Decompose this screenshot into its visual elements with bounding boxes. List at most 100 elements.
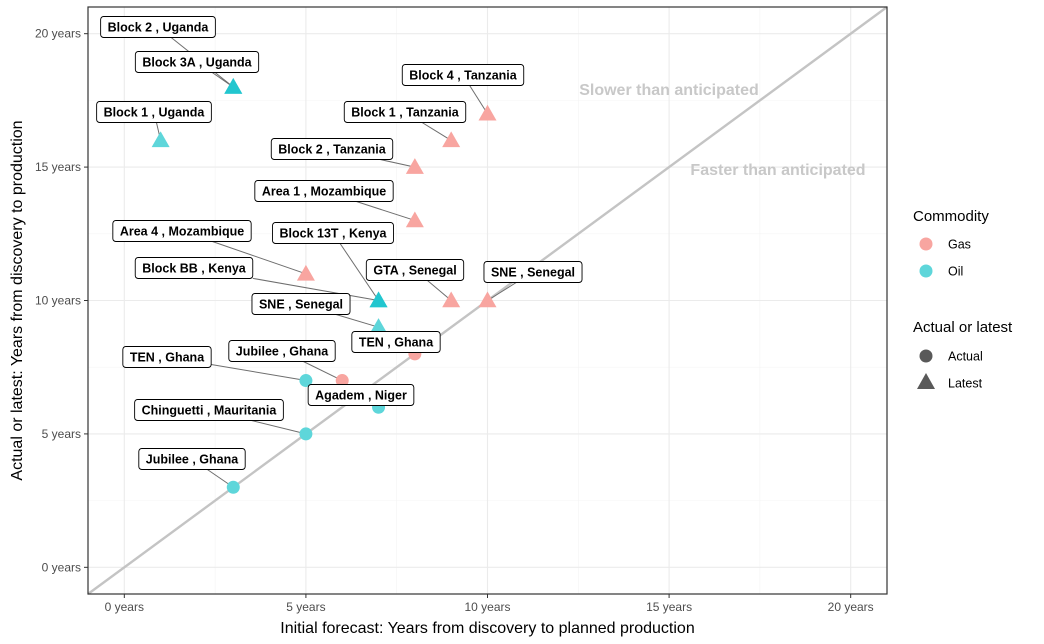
y-tick-label: 15 years [35, 160, 81, 174]
x-tick-label: 15 years [646, 600, 692, 614]
axis-ticks: 0 years 5 years 10 years 15 years 20 years 0 … [35, 27, 874, 614]
point-labels: Block 2 , Uganda Block 3A , Uganda Block 1… [96, 16, 583, 470]
data-points [151, 78, 497, 494]
data-point-circle [226, 480, 240, 494]
data-point-triangle [405, 211, 424, 228]
legend-actual-label: Actual [948, 350, 983, 364]
point-label: Block 1 , Uganda [96, 101, 212, 123]
point-label-box [254, 180, 394, 202]
point-label-text: Block 2 , Tanzania [278, 143, 386, 157]
label-leader-line [303, 361, 343, 381]
x-tick-label: 10 years [464, 600, 510, 614]
point-label: Block 4 , Tanzania [401, 64, 525, 86]
point-label-box [365, 259, 465, 281]
point-label: TEN , Ghana [351, 331, 441, 353]
point-label: SNE , Senegal [483, 261, 583, 283]
legend-title-commodity: Commodity [913, 208, 989, 225]
point-label-box [100, 16, 216, 38]
point-label-text: TEN , Ghana [359, 336, 434, 350]
point-label-text: Block 1 , Tanzania [351, 106, 459, 120]
legend-latest-swatch [917, 373, 935, 389]
label-leader-line [356, 201, 416, 221]
x-tick-label: 0 years [105, 600, 144, 614]
legend-gas-swatch [919, 237, 933, 251]
label-leader-line [211, 363, 306, 382]
point-label-text: Agadem , Niger [315, 389, 407, 403]
data-point-circle [299, 427, 313, 441]
data-point-triangle [478, 104, 497, 121]
data-point-triangle [369, 318, 388, 334]
point-label: Block 13T , Kenya [272, 222, 394, 244]
point-label-box [251, 293, 351, 315]
point-label-box [112, 220, 252, 242]
data-point-triangle [369, 291, 388, 308]
point-label-box [228, 340, 336, 362]
y-tick-label: 0 years [42, 560, 81, 574]
point-label-text: Block 2 , Uganda [108, 21, 210, 35]
y-tick-label: 5 years [42, 427, 81, 441]
x-axis-title: Initial forecast: Years from discovery t… [280, 620, 694, 637]
data-point-triangle [478, 291, 497, 308]
legend-gas-label: Gas [948, 238, 971, 252]
data-point-triangle [224, 78, 243, 94]
point-label-box [401, 64, 525, 86]
data-point-triangle [405, 158, 424, 174]
point-label-box [272, 222, 394, 244]
point-label: GTA , Senegal [365, 259, 465, 281]
point-label: Jubilee , Ghana [228, 340, 336, 362]
label-leader-line [335, 314, 379, 328]
point-label: Block 2 , Uganda [100, 16, 216, 38]
data-point-triangle [442, 291, 461, 308]
data-point-triangle [296, 264, 315, 281]
label-leader-line [252, 277, 379, 301]
label-leader-line [487, 282, 517, 301]
point-label-text: Block 13T , Kenya [280, 227, 388, 241]
data-point-circle [299, 374, 313, 388]
point-label-box [270, 138, 394, 160]
legend-oil-swatch [919, 264, 933, 278]
point-label-text: Chinguetti , Mauritania [142, 404, 278, 418]
point-label-text: Block 1 , Uganda [104, 106, 206, 120]
point-label: Area 4 , Mozambique [112, 220, 252, 242]
point-label: Area 1 , Mozambique [254, 180, 394, 202]
point-label-text: TEN , Ghana [130, 351, 205, 365]
point-label-box [351, 331, 441, 353]
point-label-text: GTA , Senegal [373, 264, 456, 278]
legend-title-status: Actual or latest [913, 319, 1013, 336]
legend-latest-label: Latest [948, 377, 983, 391]
faster-annotation: Faster than anticipated [690, 162, 865, 179]
label-leader-line [379, 159, 415, 168]
point-label-text: SNE , Senegal [491, 266, 575, 280]
point-label-box [96, 101, 212, 123]
point-label-box [122, 346, 212, 368]
label-leader-line [469, 85, 488, 114]
data-point-triangle [151, 131, 170, 148]
point-label: SNE , Senegal [251, 293, 351, 315]
data-point-circle [335, 374, 349, 388]
point-label-box [483, 261, 583, 283]
point-label-text: Block BB , Kenya [142, 262, 247, 276]
point-label-box [134, 399, 284, 421]
point-label-box [343, 101, 467, 123]
legend-actual-swatch [919, 349, 933, 363]
x-tick-label: 20 years [828, 600, 874, 614]
point-label-box [134, 257, 254, 279]
point-label-text: Area 1 , Mozambique [262, 185, 386, 199]
point-label: Agadem , Niger [307, 384, 415, 406]
point-label-text: Block 3A , Uganda [142, 56, 252, 70]
label-leader-line [421, 122, 452, 141]
legend: Commodity Gas Oil Actual or latest Actua… [913, 208, 1013, 391]
point-label: Block 3A , Uganda [134, 51, 260, 73]
x-tick-label: 5 years [286, 600, 325, 614]
label-leader-line [251, 420, 307, 435]
y-tick-label: 10 years [35, 294, 81, 308]
point-label-text: SNE , Senegal [259, 298, 343, 312]
point-label: Block BB , Kenya [134, 257, 254, 279]
point-label-text: Jubilee , Ghana [146, 453, 239, 467]
label-leader-line [212, 241, 307, 275]
point-label: Jubilee , Ghana [138, 448, 246, 470]
data-point-triangle [442, 131, 461, 148]
label-leader-line [427, 280, 452, 301]
point-label: Block 1 , Tanzania [343, 101, 467, 123]
